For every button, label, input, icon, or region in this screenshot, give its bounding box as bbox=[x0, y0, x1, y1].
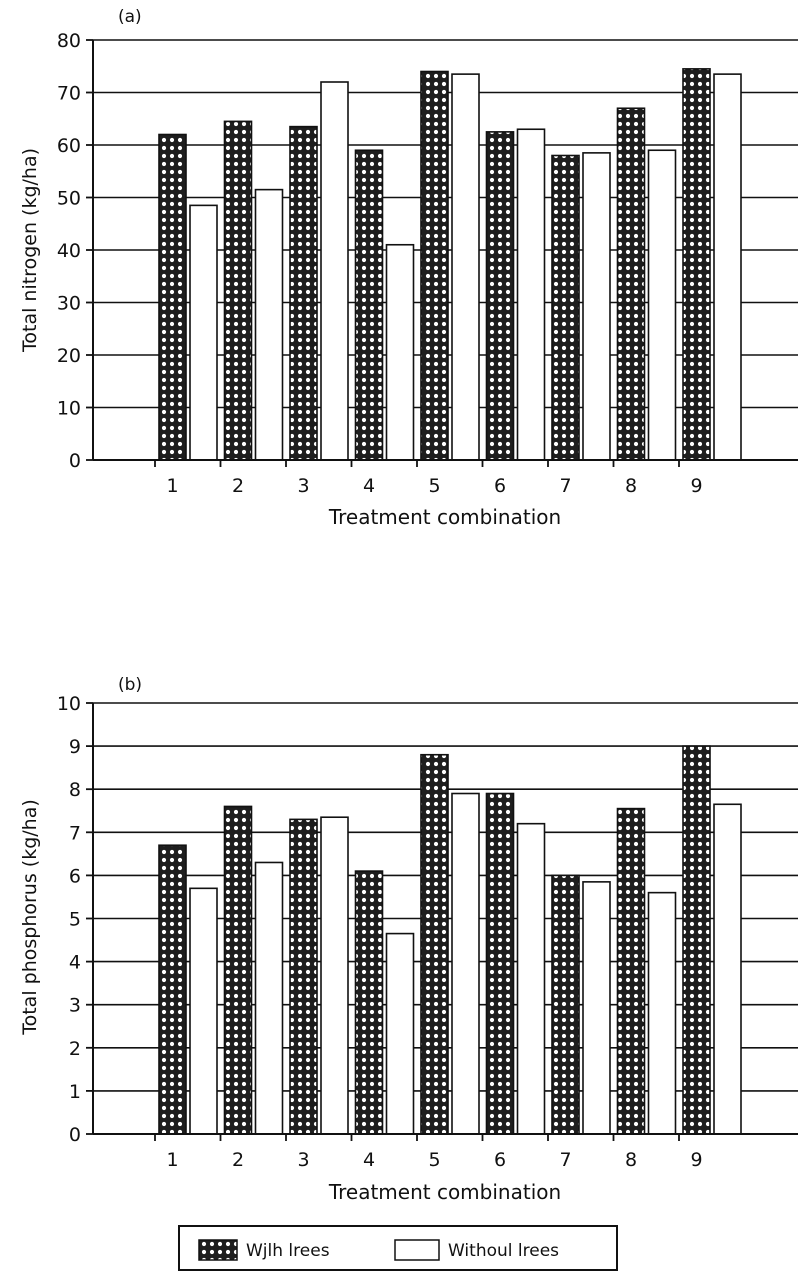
a-y-tick-label: 70 bbox=[57, 83, 81, 105]
nitrogen-y-axis-title: Total nitrogen (kg/ha) bbox=[19, 148, 41, 353]
a-y-tick-label: 80 bbox=[57, 30, 81, 52]
b-y-tick-label: 2 bbox=[69, 1038, 81, 1060]
phosphorus-x-axis-title: Treatment combination bbox=[328, 1180, 561, 1204]
a-x-tick-label: 7 bbox=[559, 475, 571, 497]
a-y-tick-label: 30 bbox=[57, 293, 81, 315]
bar-without-trees-9 bbox=[713, 803, 742, 1135]
bar-with-trees-4 bbox=[354, 149, 384, 461]
bar-with-trees-4 bbox=[354, 870, 384, 1135]
bar-without-trees-6 bbox=[516, 822, 546, 1135]
nitrogen-chart: (a) 0 10 20 30 40 50 60 70 80 1 2 3 4 5 6 7 8 9 Treatmen… bbox=[19, 7, 798, 529]
a-x-tick-label: 3 bbox=[297, 475, 309, 497]
legend-label-without-trees: Withoul lrees bbox=[448, 1241, 559, 1261]
legend-frame bbox=[178, 1225, 618, 1271]
panel-label-b: (b) bbox=[118, 675, 142, 695]
a-y-tick-label: 0 bbox=[69, 450, 81, 472]
phosphorus-y-axis-title: Total phosphorus (kg/ha) bbox=[19, 799, 41, 1036]
a-y-tick-label: 20 bbox=[57, 345, 81, 367]
bar-without-trees-1 bbox=[189, 204, 218, 461]
b-x-tick-label: 7 bbox=[559, 1149, 571, 1171]
bar-with-trees-8 bbox=[616, 807, 646, 1135]
bar-without-trees-2 bbox=[254, 188, 284, 461]
bar-without-trees-1 bbox=[189, 887, 218, 1135]
bar-without-trees-4 bbox=[385, 932, 415, 1135]
a-x-tick-label: 4 bbox=[363, 475, 375, 497]
b-x-tick-label: 3 bbox=[297, 1149, 309, 1171]
a-x-tick-label: 5 bbox=[428, 475, 440, 497]
bar-without-trees-5 bbox=[451, 792, 480, 1135]
bar-with-trees-5 bbox=[420, 70, 449, 461]
bar-without-trees-8 bbox=[647, 149, 677, 461]
bar-without-trees-6 bbox=[516, 128, 546, 461]
bar-without-trees-3 bbox=[320, 81, 349, 461]
legend-swatch-without-trees bbox=[394, 1239, 440, 1261]
legend-swatch-with-trees bbox=[198, 1239, 238, 1261]
b-y-tick-label: 3 bbox=[69, 995, 81, 1017]
panel-label-a: (a) bbox=[118, 7, 142, 27]
a-y-tick-label: 40 bbox=[57, 240, 81, 262]
bar-with-trees-3 bbox=[289, 818, 318, 1135]
phosphorus-bars bbox=[158, 745, 742, 1135]
b-y-tick-label: 6 bbox=[69, 865, 81, 887]
bar-without-trees-2 bbox=[254, 861, 284, 1135]
bar-without-trees-8 bbox=[647, 891, 677, 1135]
b-x-tick-label: 1 bbox=[166, 1149, 178, 1171]
nitrogen-x-axis-title: Treatment combination bbox=[328, 505, 561, 529]
b-x-tick-label: 9 bbox=[690, 1149, 702, 1171]
a-x-tick-label: 9 bbox=[690, 475, 702, 497]
nitrogen-x-tick-labels: 1 2 3 4 5 6 7 8 9 bbox=[166, 475, 702, 497]
bar-with-trees-2 bbox=[223, 120, 253, 461]
nitrogen-y-tick-labels: 0 10 20 30 40 50 60 70 80 bbox=[57, 30, 81, 472]
b-y-tick-label: 8 bbox=[69, 779, 81, 801]
phosphorus-x-tick-labels: 1 2 3 4 5 6 7 8 9 bbox=[166, 1149, 702, 1171]
bar-without-trees-7 bbox=[582, 881, 611, 1135]
nitrogen-bars bbox=[158, 68, 742, 461]
bar-with-trees-7 bbox=[551, 154, 580, 461]
a-y-tick-label: 50 bbox=[57, 188, 81, 210]
b-x-tick-label: 2 bbox=[232, 1149, 244, 1171]
legend-label-with-trees: Wjlh lrees bbox=[246, 1241, 330, 1261]
bar-with-trees-5 bbox=[420, 753, 449, 1135]
a-y-tick-label: 60 bbox=[57, 135, 81, 157]
b-y-tick-label: 10 bbox=[57, 693, 81, 715]
a-x-tick-label: 2 bbox=[232, 475, 244, 497]
bar-without-trees-3 bbox=[320, 816, 349, 1135]
bar-with-trees-7 bbox=[551, 874, 580, 1135]
a-x-tick-label: 8 bbox=[625, 475, 637, 497]
bar-without-trees-4 bbox=[385, 243, 415, 461]
nitrogen-axes bbox=[86, 39, 798, 467]
phosphorus-chart: (b) 0 1 2 3 4 5 6 7 8 9 10 1 2 3 4 5 6 7 8 9 Treatment com… bbox=[19, 675, 798, 1204]
b-x-tick-label: 4 bbox=[363, 1149, 375, 1171]
b-y-tick-label: 5 bbox=[69, 909, 81, 931]
bar-with-trees-6 bbox=[485, 792, 515, 1135]
bar-with-trees-1 bbox=[158, 133, 187, 461]
bar-with-trees-1 bbox=[158, 844, 187, 1135]
b-y-tick-label: 7 bbox=[69, 822, 81, 844]
b-y-tick-label: 4 bbox=[69, 952, 81, 974]
b-x-tick-label: 6 bbox=[494, 1149, 506, 1171]
phosphorus-y-tick-labels: 0 1 2 3 4 5 6 7 8 9 10 bbox=[57, 693, 81, 1146]
b-x-tick-label: 8 bbox=[625, 1149, 637, 1171]
b-x-tick-label: 5 bbox=[428, 1149, 440, 1171]
a-y-tick-label: 10 bbox=[57, 398, 81, 420]
bar-with-trees-9 bbox=[682, 68, 711, 461]
bar-without-trees-5 bbox=[451, 73, 480, 461]
a-x-tick-label: 1 bbox=[166, 475, 178, 497]
bar-with-trees-9 bbox=[682, 745, 711, 1135]
bar-without-trees-7 bbox=[582, 152, 611, 461]
legend: Wjlh lrees Withoul lrees bbox=[178, 1225, 618, 1271]
bar-with-trees-8 bbox=[616, 107, 646, 461]
bar-with-trees-2 bbox=[223, 805, 253, 1135]
b-y-tick-label: 1 bbox=[69, 1081, 81, 1103]
b-y-tick-label: 9 bbox=[69, 736, 81, 758]
bar-without-trees-9 bbox=[713, 73, 742, 461]
a-x-tick-label: 6 bbox=[494, 475, 506, 497]
b-y-tick-label: 0 bbox=[69, 1124, 81, 1146]
bar-with-trees-6 bbox=[485, 131, 515, 461]
phosphorus-axes bbox=[86, 702, 798, 1141]
bar-with-trees-3 bbox=[289, 125, 318, 461]
